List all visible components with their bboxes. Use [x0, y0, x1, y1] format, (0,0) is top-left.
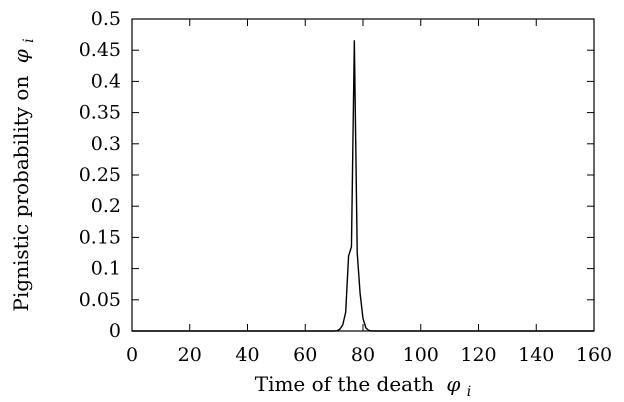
x-tick-label: 140 [518, 344, 554, 366]
y-tick-label: 0.15 [79, 226, 121, 248]
y-tick-label: 0.3 [91, 133, 121, 155]
y-axis-title-text: Pignistic probability on [9, 76, 33, 312]
y-axis-title: Pignistic probability on φ i [9, 38, 37, 311]
x-tick-label: 40 [235, 344, 259, 366]
x-axis-title: Time of the death φ i [255, 372, 472, 400]
y-tick-label: 0.35 [79, 102, 121, 124]
x-tick-label: 120 [460, 344, 496, 366]
plot-layer [132, 40, 594, 332]
y-tick-label: 0.25 [79, 164, 121, 186]
x-tick-label: 20 [178, 344, 202, 366]
x-tick-label: 80 [351, 344, 375, 366]
y-tick-label: 0 [109, 320, 121, 342]
plot-frame [131, 18, 595, 332]
y-axis-title-symbol: φ [9, 49, 33, 63]
y-tick-label: 0.2 [91, 195, 121, 217]
y-tick-label: 0.1 [91, 258, 121, 280]
x-tick-label: 100 [403, 344, 439, 366]
x-tick-label: 60 [293, 344, 317, 366]
y-tick-label: 0.4 [91, 70, 121, 92]
x-axis-title-subscript: i [467, 384, 471, 400]
y-tick-label: 0.05 [79, 289, 121, 311]
series-line-1 [132, 40, 594, 332]
x-tick-label: 160 [576, 344, 612, 366]
y-tick-label: 0.45 [79, 39, 121, 61]
x-axis-title-text: Time of the death [255, 372, 434, 396]
y-axis-title-subscript: i [21, 38, 37, 42]
x-axis-title-symbol: φ [446, 372, 460, 396]
ticks-layer: 0 20 40 60 80 100 120 140 160 0 0.05 0.1 0.15 0.2 0.25… [79, 8, 612, 366]
x-tick-label: 0 [126, 344, 138, 366]
y-tick-label: 0.5 [91, 8, 121, 30]
